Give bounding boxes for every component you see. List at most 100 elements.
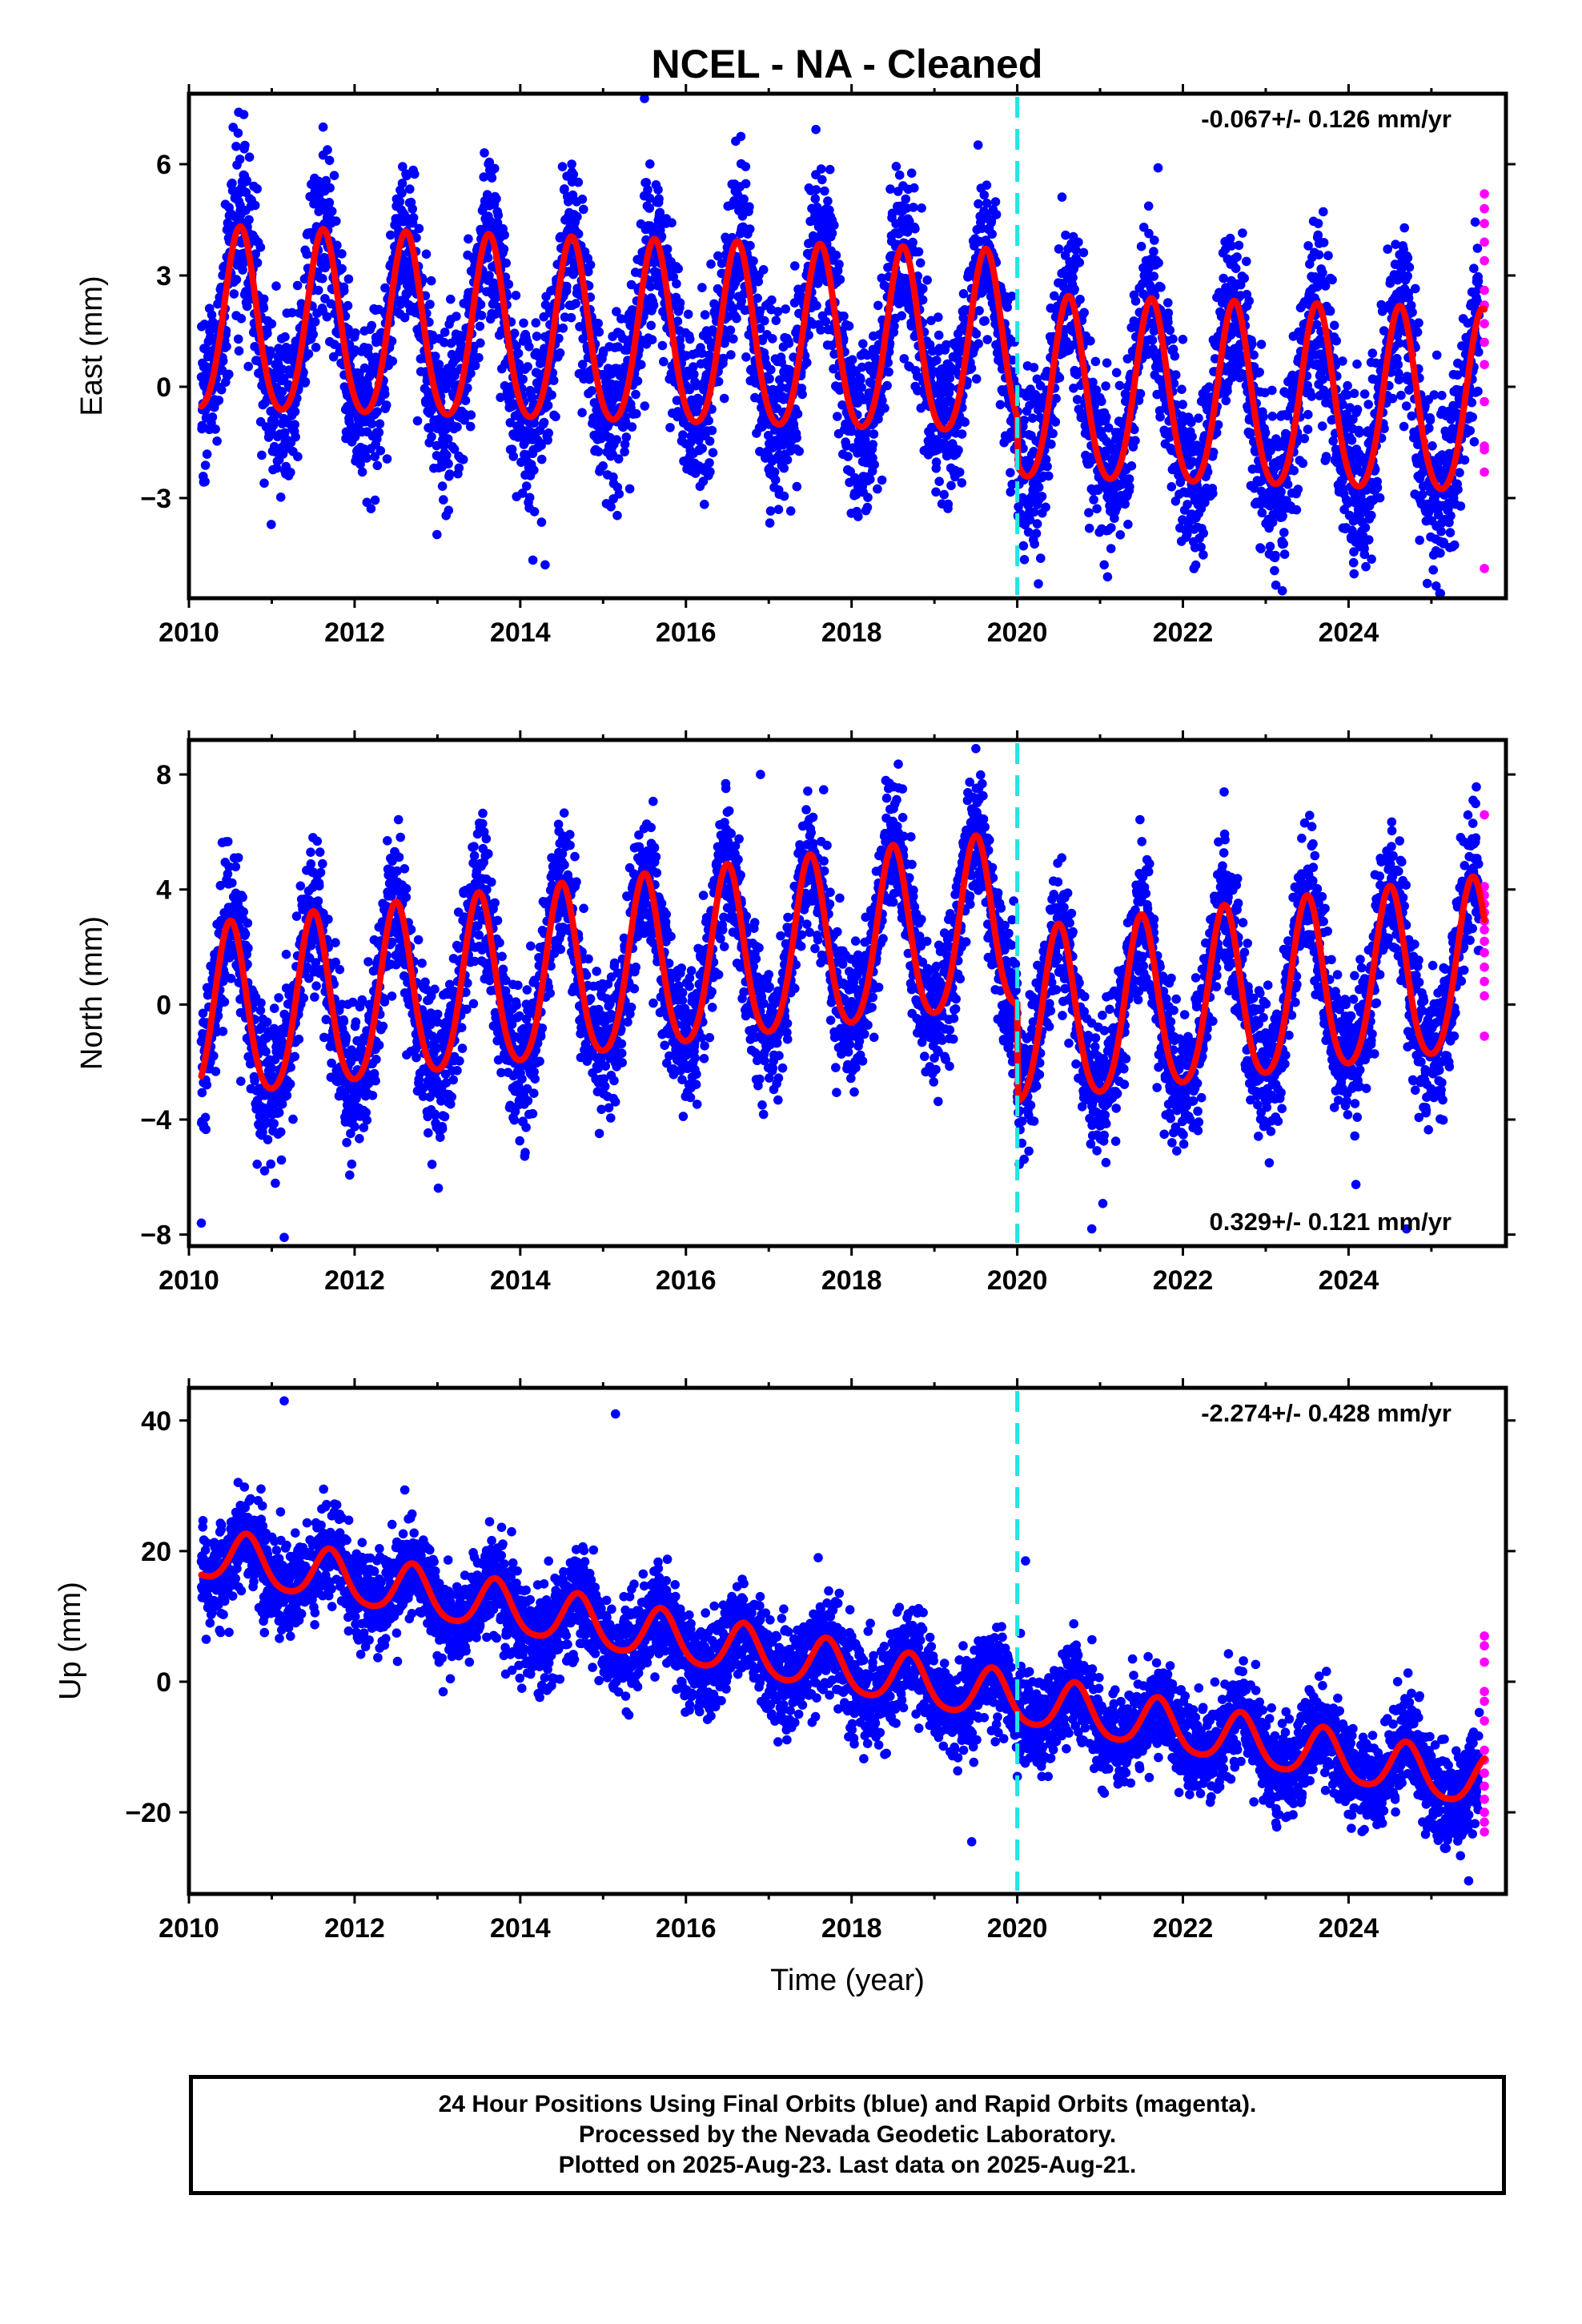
- final-orbit-point: [211, 424, 220, 434]
- final-orbit-point: [1044, 471, 1054, 481]
- final-orbit-point: [444, 459, 453, 468]
- final-orbit-point: [1299, 433, 1310, 444]
- final-orbit-point: [821, 316, 831, 327]
- final-orbit-point: [529, 465, 539, 475]
- final-orbit-point: [523, 362, 532, 372]
- final-orbit-point: [577, 408, 587, 418]
- final-orbit-point: [271, 463, 282, 473]
- final-orbit-point: [1279, 528, 1289, 537]
- final-orbit-point: [745, 224, 755, 234]
- final-orbit-point: [771, 316, 781, 326]
- final-orbit-point: [1303, 424, 1313, 434]
- final-orbit-point: [372, 460, 383, 471]
- final-orbit-point: [632, 376, 643, 386]
- final-orbit-point: [990, 197, 1001, 207]
- final-orbit-point: [700, 310, 710, 320]
- final-orbit-point: [741, 162, 751, 171]
- final-orbit-point: [290, 407, 300, 416]
- final-orbit-point: [1111, 368, 1122, 378]
- final-orbit-point: [367, 419, 377, 428]
- final-orbit-point: [579, 204, 588, 215]
- final-orbit-point: [1149, 271, 1158, 281]
- final-orbit-point: [913, 247, 924, 257]
- final-orbit-point: [980, 316, 990, 326]
- final-orbit-point: [1084, 523, 1094, 533]
- final-orbit-point: [1120, 499, 1130, 509]
- final-orbit-point: [1115, 530, 1126, 540]
- final-orbit-point: [1352, 359, 1362, 369]
- final-orbit-point: [1238, 228, 1247, 238]
- final-orbit-point: [1097, 396, 1106, 407]
- final-orbit-point: [792, 433, 801, 443]
- final-orbit-point: [240, 140, 250, 151]
- final-orbit-point: [705, 436, 715, 446]
- final-orbit-point: [200, 476, 210, 487]
- final-orbit-point: [313, 285, 323, 296]
- final-orbit-point: [387, 356, 398, 366]
- final-orbit-point: [811, 124, 821, 135]
- final-orbit-point: [483, 253, 493, 263]
- final-orbit-point: [532, 332, 542, 341]
- final-orbit-point: [1223, 386, 1232, 396]
- final-orbit-point: [839, 312, 849, 321]
- final-orbit-point: [971, 329, 982, 339]
- final-orbit-point: [544, 428, 553, 438]
- final-orbit-point: [831, 250, 841, 260]
- final-orbit-point: [431, 352, 440, 361]
- final-orbit-point: [1084, 508, 1094, 517]
- final-orbit-point: [466, 410, 476, 420]
- final-orbit-point: [877, 475, 887, 485]
- final-orbit-point: [1099, 560, 1109, 570]
- final-orbit-point: [362, 453, 371, 463]
- final-orbit-point: [397, 179, 408, 188]
- final-orbit-point: [765, 374, 774, 384]
- final-orbit-point: [1101, 412, 1111, 422]
- final-orbit-point: [434, 360, 444, 369]
- final-orbit-point: [612, 510, 622, 521]
- final-orbit-point: [790, 261, 800, 271]
- final-orbit-point: [1036, 553, 1046, 563]
- final-orbit-point: [765, 518, 775, 528]
- final-orbit-point: [308, 329, 319, 340]
- final-orbit-point: [614, 489, 624, 499]
- final-orbit-point: [1068, 272, 1078, 283]
- final-orbit-point: [1070, 284, 1079, 295]
- final-orbit-point: [1178, 335, 1188, 344]
- final-orbit-point: [557, 162, 568, 171]
- final-orbit-point: [829, 220, 839, 230]
- final-orbit-point: [1048, 428, 1058, 439]
- final-orbit-point: [363, 344, 373, 353]
- final-orbit-point: [954, 467, 965, 477]
- final-orbit-point: [375, 446, 386, 456]
- final-orbit-point: [1156, 283, 1166, 292]
- final-orbit-point: [1149, 247, 1158, 256]
- final-orbit-point: [243, 361, 254, 372]
- final-orbit-point: [1032, 519, 1042, 529]
- final-orbit-point: [464, 234, 473, 244]
- final-orbit-point: [922, 275, 932, 285]
- final-orbit-point: [310, 317, 320, 327]
- final-orbit-point: [745, 240, 755, 251]
- final-orbit-point: [444, 505, 454, 516]
- final-orbit-point: [1114, 380, 1125, 391]
- final-orbit-point: [1338, 356, 1347, 366]
- final-orbit-point: [1355, 428, 1364, 438]
- final-orbit-point: [1078, 247, 1089, 258]
- east-points: [196, 94, 1489, 598]
- final-orbit-point: [909, 183, 919, 193]
- final-orbit-point: [673, 263, 683, 274]
- final-orbit-point: [1347, 436, 1357, 445]
- final-orbit-point: [598, 461, 608, 471]
- final-orbit-point: [1041, 502, 1050, 513]
- final-orbit-point: [1037, 492, 1047, 501]
- final-orbit-point: [387, 336, 397, 346]
- final-orbit-point: [1298, 458, 1308, 468]
- final-orbit-point: [1327, 275, 1337, 285]
- final-orbit-point: [224, 369, 234, 380]
- final-orbit-point: [1265, 541, 1275, 552]
- final-orbit-point: [212, 436, 222, 446]
- final-orbit-point: [1170, 370, 1181, 380]
- final-orbit-point: [410, 169, 420, 179]
- final-orbit-point: [1182, 500, 1192, 509]
